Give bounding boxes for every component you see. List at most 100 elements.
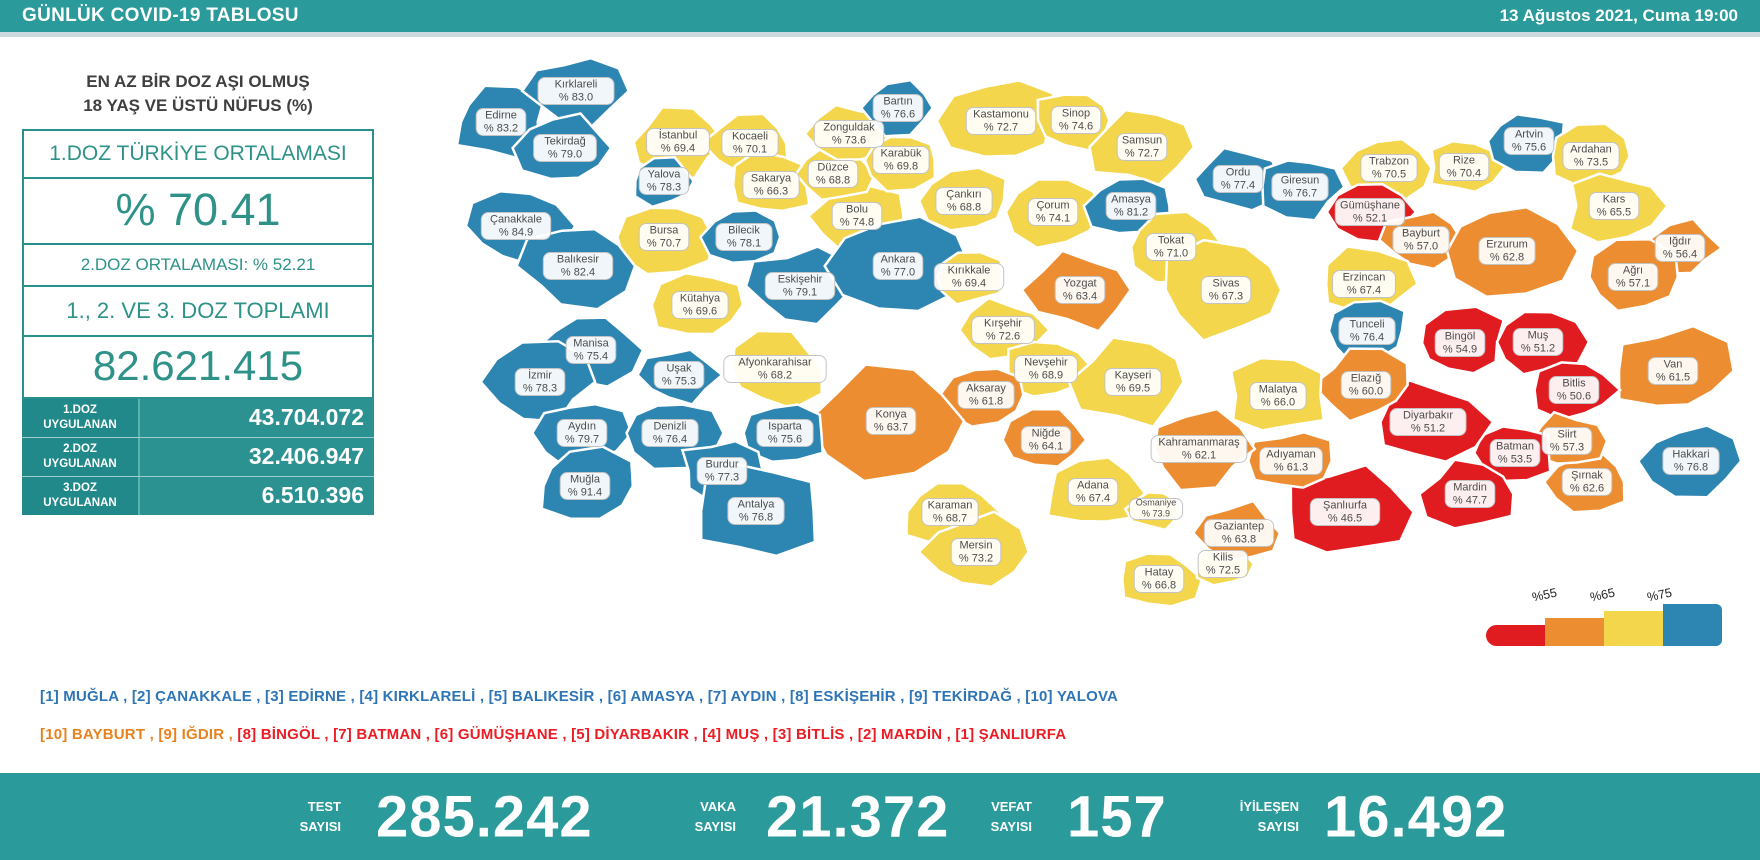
province-name: Sakarya xyxy=(751,173,792,185)
province-label-pill xyxy=(1133,565,1185,593)
province-name: Erzurum xyxy=(1486,239,1528,251)
legend-color-bar xyxy=(1486,604,1722,646)
dose1-average-title: 1.DOZ TÜRKİYE ORTALAMASI xyxy=(22,128,374,179)
province-label-pill xyxy=(1654,234,1706,262)
province-label-pill xyxy=(721,129,779,157)
province-value: % 68.2 xyxy=(758,370,792,382)
dose1-row-value: 43.704.072 xyxy=(248,404,364,431)
province-label-Gaziantep: Gaziantep% 63.8 xyxy=(1203,519,1275,547)
ranked-province-AMASYA: [6] AMASYA , xyxy=(607,688,708,705)
province-label-Adıyaman: Adıyaman% 61.3 xyxy=(1259,447,1323,475)
province-name: Konya xyxy=(875,409,907,421)
province-label-Eskişehir: Eskişehir% 79.1 xyxy=(764,272,836,300)
ranked-province-DİYARBAKIR: [5] DİYARBAKIR , xyxy=(571,726,703,743)
list-bottom-vaccinated-provinces: [10] BAYBURT , [9] IĞDIR , [8] BİNGÖL , … xyxy=(40,726,1066,743)
footer-stat-label-vefat: VEFAT SAYISI xyxy=(990,798,1032,834)
province-label-İzmir: İzmir% 78.3 xyxy=(514,368,566,396)
province-value: % 67.4 xyxy=(1076,493,1110,505)
province-value: % 79.0 xyxy=(548,149,582,161)
ranked-province-MUŞ: [4] MUŞ , xyxy=(702,726,773,743)
province-label-pill xyxy=(1203,519,1275,547)
province-label-Tekirdağ: Tekirdağ% 79.0 xyxy=(533,134,597,162)
legend-segment-blue xyxy=(1663,604,1722,646)
province-label-pill xyxy=(565,336,617,364)
province-value: % 75.6 xyxy=(768,434,802,446)
province-name: Kütahya xyxy=(680,293,721,305)
dose2-row-value: 32.406.947 xyxy=(248,443,364,470)
province-label-Kars: Kars% 65.5 xyxy=(1588,192,1640,220)
province-label-pill xyxy=(1438,153,1490,181)
province-label-Batman: Batman% 53.5 xyxy=(1489,439,1541,467)
province-name: Malatya xyxy=(1259,384,1298,396)
ranked-province-BAYBURT: [10] BAYBURT , xyxy=(40,726,159,743)
province-label-Şırnak: Şırnak% 62.6 xyxy=(1561,468,1613,496)
province-label-pill xyxy=(556,419,608,447)
province-label-pill xyxy=(1434,329,1486,357)
province-label-pill xyxy=(807,160,859,188)
footer-stats-bar: TEST SAYISI 285.242 VAKA SAYISI 21.372 VEFAT SA… xyxy=(0,773,1760,860)
province-value: % 75.3 xyxy=(662,376,696,388)
province-label-Ardahan: Ardahan% 73.5 xyxy=(1562,142,1620,170)
turkey-choropleth-map: Edirne% 83.2 Kırklareli% 83.0 Tekirdağ% 79… xyxy=(415,40,1750,610)
ranked-province-ÇANAKKALE: [2] ÇANAKKALE , xyxy=(131,688,266,705)
province-value: % 73.2 xyxy=(959,553,993,565)
province-value: % 84.9 xyxy=(499,227,533,239)
footer-stat-value-vefat: 157 xyxy=(1067,784,1167,849)
province-label-pill xyxy=(1444,480,1496,508)
province-value: % 78.3 xyxy=(523,383,557,395)
province-value: % 69.4 xyxy=(661,143,695,155)
dose2-row: 2.DOZ UYGULANAN 32.406.947 xyxy=(22,436,374,476)
province-label-pill xyxy=(971,316,1035,344)
province-label-Şanlıurfa: Şanlıurfa% 46.5 xyxy=(1309,498,1381,526)
province-label-pill xyxy=(653,361,705,389)
province-label-pill xyxy=(1338,317,1396,345)
province-label-Konya: Konya% 63.7 xyxy=(865,407,917,435)
footer-stat-value-vaka: 21.372 xyxy=(766,784,950,849)
list-top-vaccinated-provinces: [1] MUĞLA , [2] ÇANAKKALE , [3] EDİRNE ,… xyxy=(40,688,1118,705)
province-label-pill xyxy=(1197,550,1249,578)
province-label-Sakarya: Sakarya% 66.3 xyxy=(742,171,800,199)
province-label-pill xyxy=(1662,447,1720,475)
province-label-Kütahya: Kütahya% 69.6 xyxy=(671,291,729,319)
panel-heading: EN AZ BİR DOZ AŞI OLMUŞ 18 YAŞ VE ÜSTÜ N… xyxy=(22,70,374,118)
province-label-pill xyxy=(1360,154,1418,182)
province-value: % 67.3 xyxy=(1209,291,1243,303)
province-label-pill xyxy=(514,368,566,396)
province-value: % 79.1 xyxy=(783,287,817,299)
province-name: Giresun xyxy=(1281,175,1320,187)
province-label-pill xyxy=(537,77,615,105)
province-label-pill xyxy=(1249,382,1307,410)
ranked-province-TEKİRDAĞ: [9] TEKİRDAĞ , xyxy=(908,688,1026,705)
province-label-pill xyxy=(559,472,611,500)
province-name: Karaman xyxy=(928,500,973,512)
province-label-Denizli: Denizli% 76.4 xyxy=(641,419,699,447)
province-name: Düzce xyxy=(817,162,848,174)
ranked-province-BİTLİS: [3] BİTLİS , xyxy=(772,726,858,743)
province-value: % 61.8 xyxy=(969,396,1003,408)
province-name: Samsun xyxy=(1122,135,1162,147)
province-label-Osmaniye: Osmaniye% 73.9 xyxy=(1128,498,1184,520)
province-label-Antalya: Antalya% 76.8 xyxy=(727,497,785,525)
province-name: Artvin xyxy=(1515,129,1543,141)
province-label-pill xyxy=(542,252,614,280)
province-label-pill xyxy=(1259,447,1323,475)
province-name: Kars xyxy=(1603,194,1626,206)
province-label-Niğde: Niğde% 64.1 xyxy=(1020,426,1072,454)
province-value: % 56.4 xyxy=(1663,249,1697,261)
map-legend: %55 %65 %75 xyxy=(1486,586,1726,648)
province-name: Isparta xyxy=(768,421,803,433)
province-name: Kayseri xyxy=(1115,370,1152,382)
province-label-pill xyxy=(1647,357,1699,385)
province-name: Van xyxy=(1664,359,1683,371)
province-name: Tekirdağ xyxy=(544,136,586,148)
province-value: % 57.3 xyxy=(1550,442,1584,454)
dose3-row-label1: 3.DOZ xyxy=(63,481,97,494)
province-label-Ankara: Ankara% 77.0 xyxy=(872,252,924,280)
province-label-Rize: Rize% 70.4 xyxy=(1438,153,1490,181)
province-label-pill xyxy=(764,272,836,300)
province-name: Adana xyxy=(1077,480,1110,492)
province-label-Kırşehir: Kırşehir% 72.6 xyxy=(971,316,1035,344)
total-doses-title: 1., 2. VE 3. DOZ TOPLAMI xyxy=(22,284,374,337)
province-name: Ağrı xyxy=(1623,265,1643,277)
